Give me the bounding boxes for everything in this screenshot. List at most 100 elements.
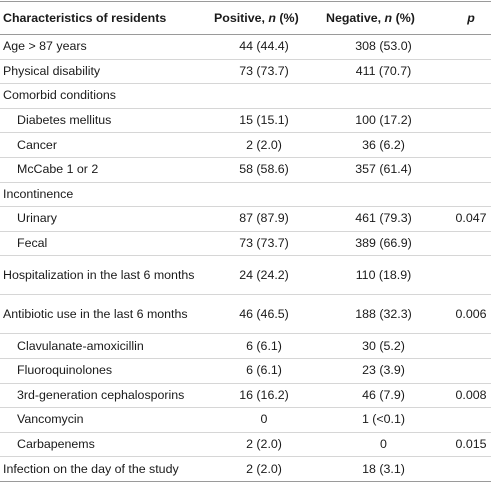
row-negative — [326, 83, 451, 109]
table-row: Urinary 87 (87.9) 461 (79.3) 0.047 — [0, 206, 491, 232]
row-p — [451, 407, 491, 433]
row-label: Age > 87 years — [0, 34, 214, 60]
row-negative: 1 (<0.1) — [326, 407, 451, 433]
table-row: Clavulanate-amoxicillin 6 (6.1) 30 (5.2) — [0, 333, 491, 359]
header-negative-n: n — [384, 11, 393, 25]
row-positive: 44 (44.4) — [214, 34, 326, 60]
header-positive-suffix: (%) — [275, 11, 299, 25]
row-positive: 73 (73.7) — [214, 59, 326, 85]
row-positive: 0 — [214, 407, 326, 433]
row-positive: 2 (2.0) — [214, 132, 326, 158]
row-negative: 389 (66.9) — [326, 231, 451, 257]
row-positive: 2 (2.0) — [214, 432, 326, 458]
header-positive-prefix: Positive, — [214, 11, 269, 25]
row-p — [451, 83, 491, 109]
row-positive: 87 (87.9) — [214, 206, 326, 232]
row-negative — [326, 182, 451, 208]
header-negative: Negative, n (%) — [326, 1, 451, 35]
row-negative: 0 — [326, 432, 451, 458]
row-negative: 23 (3.9) — [326, 358, 451, 384]
row-p — [451, 34, 491, 60]
row-p: 0.006 — [451, 294, 491, 335]
row-label: Carbapenems — [0, 432, 214, 458]
row-p — [451, 132, 491, 158]
row-p: 0.047 — [451, 206, 491, 232]
table-header: Characteristics of residents Positive, n… — [0, 1, 491, 35]
row-label: Antibiotic use in the last 6 months — [0, 294, 214, 335]
row-negative: 46 (7.9) — [326, 383, 451, 409]
row-p — [451, 333, 491, 359]
table-row: 3rd-generation cephalosporins 16 (16.2) … — [0, 383, 491, 409]
row-label: Fecal — [0, 231, 214, 257]
row-positive: 58 (58.6) — [214, 157, 326, 183]
table-row: Vancomycin 0 1 (<0.1) — [0, 407, 491, 433]
row-label: Vancomycin — [0, 407, 214, 433]
row-positive — [214, 182, 326, 208]
row-negative: 461 (79.3) — [326, 206, 451, 232]
row-positive — [214, 83, 326, 109]
row-p — [451, 59, 491, 85]
row-negative: 308 (53.0) — [326, 34, 451, 60]
row-negative: 30 (5.2) — [326, 333, 451, 359]
row-negative: 100 (17.2) — [326, 108, 451, 134]
table-row: Diabetes mellitus 15 (15.1) 100 (17.2) — [0, 108, 491, 134]
table-row: Physical disability 73 (73.7) 411 (70.7) — [0, 59, 491, 85]
row-label: Physical disability — [0, 59, 214, 85]
row-negative: 411 (70.7) — [326, 59, 451, 85]
row-p: 0.008 — [451, 383, 491, 409]
header-row: Characteristics of residents Positive, n… — [0, 1, 491, 35]
row-label: Cancer — [0, 132, 214, 158]
row-positive: 15 (15.1) — [214, 108, 326, 134]
row-positive: 24 (24.2) — [214, 255, 326, 296]
table-row: Hospitalization in the last 6 months 24 … — [0, 255, 491, 296]
table-row: Fecal 73 (73.7) 389 (66.9) — [0, 231, 491, 257]
row-label: Hospitalization in the last 6 months — [0, 255, 214, 296]
row-negative: 188 (32.3) — [326, 294, 451, 335]
table-body: Age > 87 years 44 (44.4) 308 (53.0) Phys… — [0, 34, 491, 482]
row-p — [451, 456, 491, 482]
row-label: Incontinence — [0, 182, 214, 208]
row-label: Urinary — [0, 206, 214, 232]
row-label: 3rd-generation cephalosporins — [0, 383, 214, 409]
header-p-letter: p — [467, 11, 475, 25]
header-positive-n: n — [268, 11, 276, 25]
row-label: Fluoroquinolones — [0, 358, 214, 384]
row-p: 0.015 — [451, 432, 491, 458]
table-row: Age > 87 years 44 (44.4) 308 (53.0) — [0, 34, 491, 60]
row-positive: 46 (46.5) — [214, 294, 326, 335]
row-label: Infection on the day of the study — [0, 456, 214, 482]
row-p — [451, 255, 491, 296]
row-positive: 2 (2.0) — [214, 456, 326, 482]
row-positive: 6 (6.1) — [214, 333, 326, 359]
table-row: Infection on the day of the study 2 (2.0… — [0, 456, 491, 482]
table-row: McCabe 1 or 2 58 (58.6) 357 (61.4) — [0, 157, 491, 183]
table-row: Antibiotic use in the last 6 months 46 (… — [0, 294, 491, 335]
header-negative-prefix: Negative, — [326, 11, 385, 25]
row-p — [451, 182, 491, 208]
row-positive: 73 (73.7) — [214, 231, 326, 257]
row-label: Comorbid conditions — [0, 83, 214, 109]
table-row: Fluoroquinolones 6 (6.1) 23 (3.9) — [0, 358, 491, 384]
row-label: Diabetes mellitus — [0, 108, 214, 134]
header-p: p — [451, 1, 491, 35]
row-negative: 110 (18.9) — [326, 255, 451, 296]
header-positive: Positive, n (%) — [214, 1, 326, 35]
row-negative: 18 (3.1) — [326, 456, 451, 482]
table-row: Comorbid conditions — [0, 83, 491, 109]
header-negative-suffix: (%) — [392, 11, 415, 25]
row-p — [451, 157, 491, 183]
row-positive: 6 (6.1) — [214, 358, 326, 384]
table-row: Cancer 2 (2.0) 36 (6.2) — [0, 132, 491, 158]
row-p — [451, 231, 491, 257]
row-negative: 36 (6.2) — [326, 132, 451, 158]
row-positive: 16 (16.2) — [214, 383, 326, 409]
row-p — [451, 358, 491, 384]
row-p — [451, 108, 491, 134]
row-negative: 357 (61.4) — [326, 157, 451, 183]
row-label: McCabe 1 or 2 — [0, 157, 214, 183]
table-row: Incontinence — [0, 182, 491, 208]
table-row: Carbapenems 2 (2.0) 0 0.015 — [0, 432, 491, 458]
row-label: Clavulanate-amoxicillin — [0, 333, 214, 359]
